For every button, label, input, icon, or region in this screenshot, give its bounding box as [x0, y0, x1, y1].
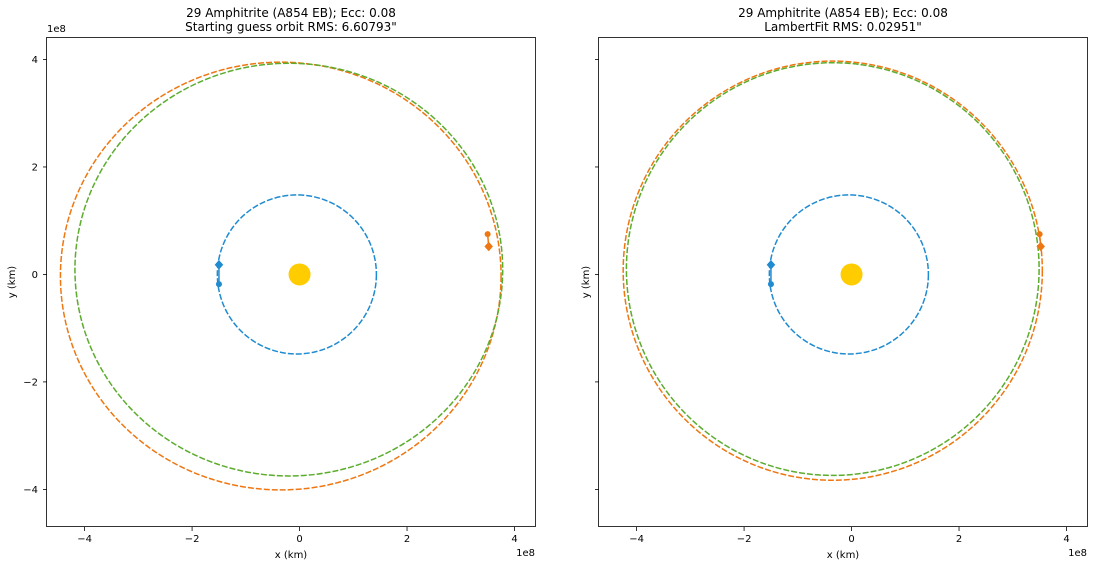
y-tick-label: −4	[23, 485, 38, 496]
asteroid-point-diamond	[1036, 241, 1046, 252]
left-plot-area	[59, 61, 504, 491]
x-tick-label: −2	[185, 534, 200, 545]
orbit-path	[216, 194, 378, 355]
x-tick-label: 2	[404, 534, 410, 545]
x-tick-label: 0	[296, 534, 302, 545]
x-tick-label: −4	[77, 534, 92, 545]
left-axes-frame	[46, 37, 536, 527]
asteroid-point-diamond	[484, 241, 494, 252]
left-y-axis-label: y (km)	[7, 266, 18, 299]
y-tick-label: −2	[23, 377, 38, 388]
orbit-path	[622, 60, 1044, 481]
left-y-scale-label: 1e8	[47, 24, 66, 35]
right-x-scale-label: 1e8	[1068, 548, 1087, 559]
right-title-line2: LambertFit RMS: 0.02951"	[764, 20, 922, 34]
right-x-axis-label: x (km)	[827, 550, 860, 561]
left-title-line2: Starting guess orbit RMS: 6.60793"	[185, 20, 397, 34]
x-tick-label: 2	[956, 534, 962, 545]
earth-point-diamond	[214, 259, 224, 270]
right-axes-frame	[598, 37, 1088, 527]
left-x-axis-label: x (km)	[275, 550, 308, 561]
orbit-path	[74, 62, 504, 477]
right-plot-area	[622, 60, 1046, 481]
asteroid-point-circle	[1036, 231, 1043, 238]
asteroid-point-circle	[484, 231, 491, 238]
right-y-axis-label: y (km)	[581, 266, 592, 299]
sun-marker	[288, 263, 311, 286]
y-tick-label: 2	[32, 162, 38, 173]
sun-marker	[840, 263, 863, 286]
earth-point-circle	[215, 281, 222, 288]
right-panel: 29 Amphitrite (A854 EB); Ecc: 0.08 Lambe…	[581, 6, 1088, 561]
x-tick-label: 0	[848, 534, 854, 545]
earth-point-diamond	[766, 259, 776, 270]
x-tick-label: 4	[511, 534, 517, 545]
earth-point-circle	[767, 281, 774, 288]
y-tick-label: 4	[32, 55, 38, 66]
y-tick-label: 0	[32, 270, 38, 281]
x-tick-label: −4	[629, 534, 644, 545]
x-tick-label: 4	[1063, 534, 1069, 545]
orbit-path	[768, 194, 930, 355]
left-x-scale-label: 1e8	[516, 548, 535, 559]
orbit-path	[59, 61, 502, 491]
x-tick-label: −2	[737, 534, 752, 545]
left-panel: 29 Amphitrite (A854 EB); Ecc: 0.08 Start…	[7, 6, 536, 561]
right-title-line1: 29 Amphitrite (A854 EB); Ecc: 0.08	[738, 6, 948, 20]
orbit-path	[625, 61, 1040, 477]
left-title-line1: 29 Amphitrite (A854 EB); Ecc: 0.08	[186, 6, 396, 20]
